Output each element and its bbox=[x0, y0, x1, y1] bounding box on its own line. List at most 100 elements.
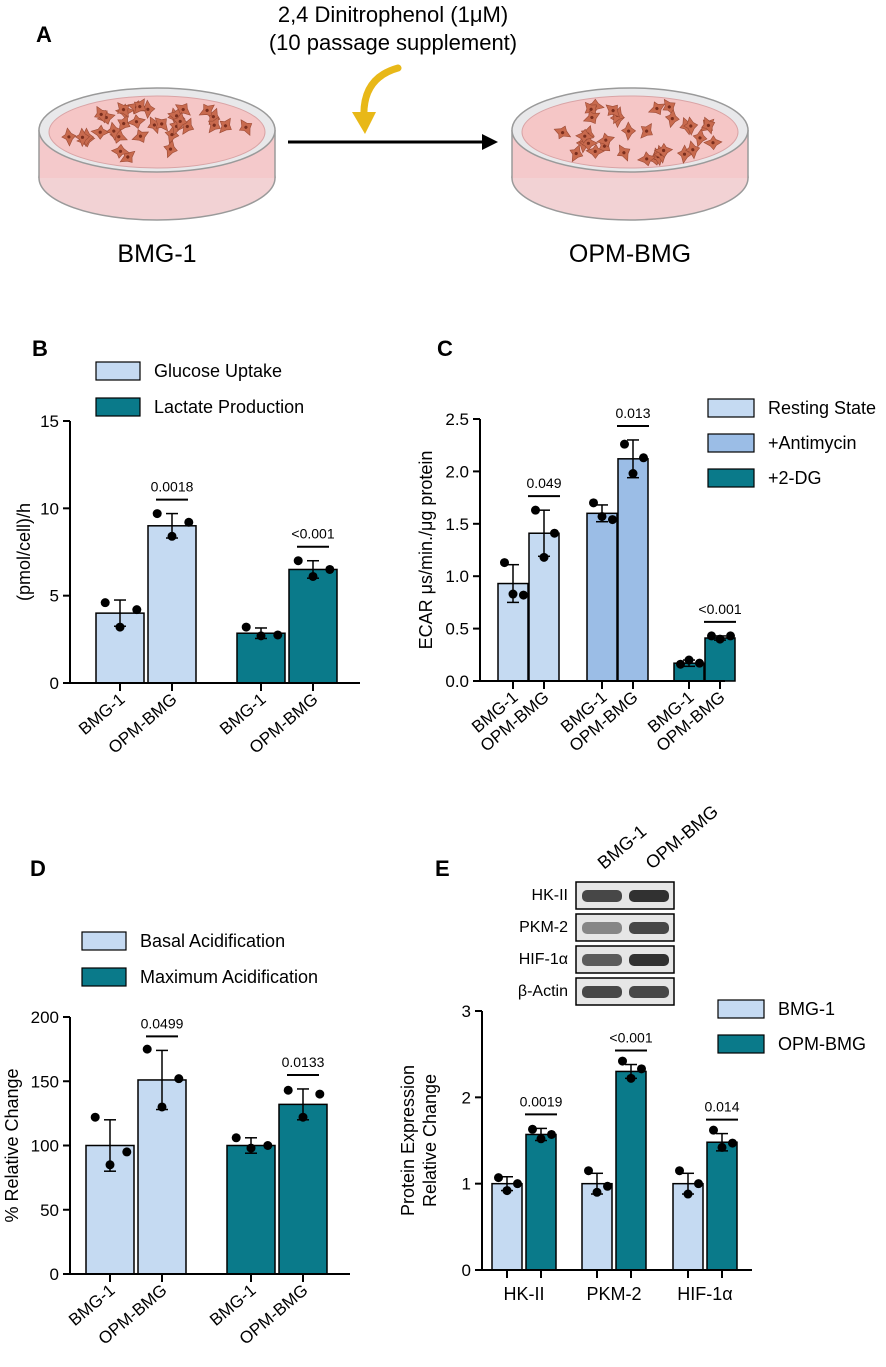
cell-nucleus bbox=[121, 107, 126, 112]
bar bbox=[278, 1103, 328, 1275]
cell-icon bbox=[620, 121, 637, 141]
cell-nucleus bbox=[212, 123, 216, 127]
y-tick-label: 0 bbox=[50, 674, 59, 693]
blot-band bbox=[582, 954, 622, 966]
blot-band bbox=[582, 890, 622, 902]
p-value-label: 0.014 bbox=[704, 1099, 739, 1115]
cell-nucleus bbox=[670, 116, 674, 121]
data-point bbox=[694, 1179, 703, 1189]
data-point bbox=[308, 571, 318, 581]
data-point bbox=[597, 511, 607, 521]
blot-protein-label: HIF-1α bbox=[519, 951, 568, 968]
blot-lane-label: OPM-BMG bbox=[642, 801, 722, 873]
p-value-label: 0.0499 bbox=[141, 1015, 184, 1031]
cell-nucleus bbox=[112, 129, 116, 133]
cell-icon bbox=[133, 98, 147, 115]
data-point bbox=[531, 505, 540, 515]
bar bbox=[706, 1141, 738, 1271]
data-point bbox=[620, 439, 629, 449]
blot-protein-label: PKM-2 bbox=[519, 919, 568, 936]
cell-icon bbox=[578, 135, 599, 151]
p-value-label: 0.0018 bbox=[151, 479, 194, 495]
cell-nucleus bbox=[698, 136, 702, 140]
cell-icon bbox=[701, 116, 716, 135]
cell-icon bbox=[676, 144, 692, 164]
yellow-arrow-head-icon bbox=[352, 112, 376, 134]
cell-nucleus bbox=[118, 149, 123, 153]
blot-lane-label: BMG-1 bbox=[594, 821, 651, 873]
cell-icon bbox=[110, 143, 131, 159]
panel-label: D bbox=[30, 856, 46, 881]
data-point bbox=[325, 564, 335, 574]
data-point bbox=[142, 1044, 152, 1054]
cell-nucleus bbox=[560, 131, 565, 135]
cell-icon bbox=[198, 103, 215, 117]
cell-icon bbox=[616, 144, 631, 162]
y-axis-label: ECAR μs/min./μg protein bbox=[416, 451, 436, 650]
y-tick-label: 1.0 bbox=[445, 567, 469, 586]
legend-label: Resting State bbox=[768, 398, 876, 418]
bar bbox=[236, 632, 286, 684]
cell-nucleus bbox=[178, 119, 182, 124]
panel-e: E 0 1 2 3 Protein Expression Relative Change 0.… bbox=[398, 801, 866, 1304]
legend-label: Glucose Uptake bbox=[154, 361, 282, 381]
cell-icon bbox=[94, 105, 108, 124]
cell-icon bbox=[703, 135, 723, 151]
cell-nucleus bbox=[80, 135, 85, 139]
legend-label: Lactate Production bbox=[154, 397, 304, 417]
data-point bbox=[536, 1134, 546, 1144]
cell-nucleus bbox=[168, 147, 173, 151]
right-petri-dish bbox=[511, 87, 749, 221]
data-point bbox=[298, 1112, 308, 1122]
cell-nucleus bbox=[181, 107, 185, 112]
cell-nucleus bbox=[244, 125, 248, 129]
cell-icon bbox=[553, 125, 572, 140]
p-value-label: 0.013 bbox=[615, 405, 650, 421]
legend-label: +2-DG bbox=[768, 468, 822, 488]
y-axis-label: % Relative Change bbox=[2, 1068, 22, 1222]
cell-icon bbox=[126, 114, 146, 130]
cell-icon bbox=[163, 139, 178, 159]
cell-icon bbox=[106, 121, 122, 141]
cell-icon bbox=[172, 111, 188, 131]
cell-nucleus bbox=[593, 149, 597, 153]
cell-nucleus bbox=[211, 115, 215, 119]
panel-c: C 0.0 0.5 1.0 1.5 2.0 2.5 ECAR μs/min./μg prote… bbox=[416, 336, 876, 755]
legend-swatch bbox=[717, 1034, 765, 1054]
cell-nucleus bbox=[170, 133, 174, 137]
cell-nucleus bbox=[122, 121, 126, 126]
legend-swatch bbox=[81, 967, 127, 987]
data-point bbox=[603, 1181, 612, 1191]
cell-nucleus bbox=[574, 151, 578, 156]
cell-icon bbox=[575, 128, 595, 144]
bar bbox=[137, 1079, 187, 1275]
data-point bbox=[231, 1133, 241, 1143]
cell-icon bbox=[117, 102, 130, 118]
panel-label: B bbox=[32, 336, 48, 361]
data-point bbox=[263, 1141, 273, 1150]
data-point bbox=[728, 1138, 737, 1148]
y-tick-label: 3 bbox=[462, 1002, 471, 1021]
x-category-label: HIF-1α bbox=[677, 1284, 732, 1304]
panel-label: E bbox=[435, 856, 450, 881]
cell-icon bbox=[219, 117, 232, 134]
data-point bbox=[100, 598, 110, 608]
data-point bbox=[707, 631, 716, 641]
cell-icon bbox=[647, 101, 666, 115]
data-point bbox=[608, 515, 617, 525]
panel-b: B051015(pmol/cell)/h0.0018<0.001BMG-1OPM… bbox=[14, 336, 360, 757]
bar bbox=[491, 1182, 523, 1271]
data-point bbox=[90, 1112, 100, 1122]
blot-band bbox=[629, 954, 669, 966]
y-tick-label: 0.0 bbox=[445, 672, 469, 691]
data-point bbox=[618, 1056, 627, 1066]
process-arrow-head-icon bbox=[482, 134, 498, 150]
p-value-label: 0.049 bbox=[526, 475, 561, 491]
y-tick-label: 0 bbox=[50, 1265, 59, 1284]
y-tick-label: 5 bbox=[50, 587, 59, 606]
data-point bbox=[695, 658, 704, 668]
y-tick-label: 150 bbox=[31, 1072, 59, 1091]
legend-label: OPM-BMG bbox=[778, 1034, 866, 1054]
blot-band bbox=[629, 986, 669, 998]
blot-band bbox=[582, 922, 622, 934]
